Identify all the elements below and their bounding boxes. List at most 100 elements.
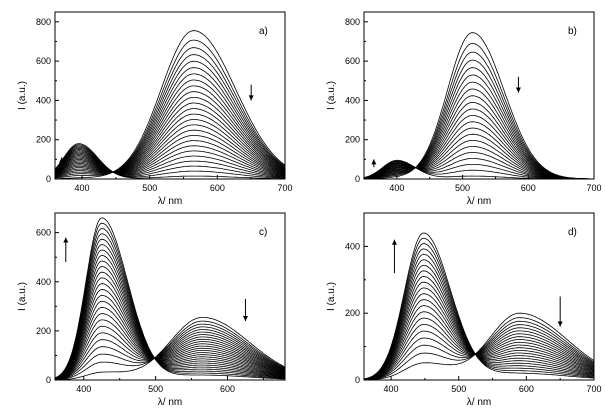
panel-a-y-ticks: 0 200 400 600 800 [36,17,59,184]
panel-c-x-ticks: 400 500 600 [76,376,264,394]
panel-d-series-line [364,317,594,380]
panel-a-series-line [55,145,285,177]
panel-a-series-line [55,119,285,174]
panel-d-x-tick-label: 400 [384,384,399,394]
panel-c-series-line [55,300,285,380]
panel-a-y-axis-title: I (a.u.) [17,81,28,110]
panel-b-arrows [371,76,521,168]
panel-c: 400 500 600 0 200 400 600 λ/ nm I (a.u.) c) [17,212,286,408]
panel-a-series-line [55,54,285,178]
panel-c-series-line [55,238,285,379]
panel-a-label: a) [259,26,268,37]
panel-a-series-line [55,147,285,178]
panel-a-series-line [55,91,285,175]
panel-b-series-line [364,51,594,179]
panel-a-x-axis-title: λ/ nm [158,196,182,207]
panel-d-y-tick-label: 200 [345,308,360,318]
panel-b-x-tick-label: 600 [521,183,536,193]
panel-c-series-line [55,320,285,380]
panel-c-x-tick-label: 600 [220,384,235,394]
panel-c-series-line [55,326,285,380]
panel-a-series-line [55,79,285,176]
panel-c-series-line [55,277,285,380]
panel-c-curves [55,217,285,380]
panel-c-series-line [55,249,285,379]
panel-d-frame [363,212,595,381]
panel-c-series-line [55,289,285,380]
panel-d-y-axis-title: I (a.u.) [326,282,337,311]
panel-c-arrows [63,237,248,322]
panel-b-x-tick-label: 700 [586,183,601,193]
panel-a-series-line [55,140,285,176]
panel-c-series-line [55,222,285,379]
panel-a-series-line [55,113,285,174]
panel-c-frame [54,212,286,381]
panel-c-y-ticks: 0 200 400 600 [36,228,59,385]
panel-b-arrow-up-head [371,159,377,165]
panel-b-y-axis-title: I (a.u.) [326,81,337,110]
panel-a-series-line [55,145,285,179]
panel-b-x-axis-title: λ/ nm [467,196,491,207]
panel-c-series-line [55,217,285,380]
panel-c-series-line [55,325,285,380]
panel-a-series-line [55,149,285,177]
panel-c-series-line [55,283,285,380]
panel-a-y-tick-label: 200 [36,135,51,145]
panel-b-y-tick-label: 0 [355,174,360,184]
panel-b-label: b) [568,26,577,37]
panel-a-series-line [55,67,285,177]
panel-d-x-tick-label: 600 [519,384,534,394]
panel-a-series-line [55,73,285,177]
panel-b-y-ticks: 0 200 400 600 800 [345,17,368,184]
panel-d-series-line [364,311,594,380]
panel-c-series-line [55,244,285,379]
panel-a-series-line [55,39,285,179]
panel-d-series-line [364,312,594,380]
panel-b-y-tick-label: 400 [345,95,360,105]
panel-a-series-line [55,143,285,179]
panel-d-y-tick-label: 400 [345,241,360,251]
panel-c-series-line [55,260,285,379]
panel-b-frame [363,11,595,180]
panel-a-series-line [55,47,285,178]
panel-d-series-line [364,232,594,380]
panel-d-y-tick-label: 0 [355,375,360,385]
panel-a-arrow-up-head [59,157,65,163]
panel-a-series-line [55,146,285,178]
panel-d-curves [364,232,594,380]
panel-b: 400 500 600 700 0 200 400 600 800 λ/ nm I (a.u.… [326,11,602,207]
panel-c-y-tick-label: 600 [36,228,51,238]
panel-c-series-line [55,255,285,379]
panel-a-series-line [55,97,285,175]
panel-a-series-line [55,60,285,178]
panel-a-y-tick-label: 800 [36,17,51,27]
panel-a-series-line [55,144,285,179]
panel-d-arrow-up-head [391,239,397,245]
panel-d-x-ticks: 400 500 600 700 [384,376,602,394]
panel-a-x-tick-label: 500 [142,183,157,193]
panel-a-series-line [55,102,285,175]
panel-c-series-line [55,294,285,380]
panel-d-label: d) [568,227,577,238]
panel-a-y-tick-label: 400 [36,95,51,105]
panel-d-arrow-down-head [557,321,563,327]
panel-c-series-line [55,319,285,380]
panel-c-arrow-down-head [242,316,248,322]
panel-a-x-tick-label: 400 [75,183,90,193]
panel-c-series-line [55,323,285,380]
panel-d-arrows [391,239,563,327]
panel-d-x-tick-label: 500 [451,384,466,394]
panel-a-frame [54,11,286,180]
panel-c-y-tick-label: 200 [36,326,51,336]
panel-a: 400 500 600 700 0 200 400 600 800 λ/ nm I (a.u.… [17,11,293,207]
panel-c-y-tick-label: 400 [36,277,51,287]
panel-b-x-tick-label: 400 [389,183,404,193]
panel-b-y-tick-label: 600 [345,56,360,66]
panel-a-series-line [55,124,285,175]
panel-d-x-tick-label: 700 [586,384,601,394]
panel-a-curves [55,30,285,179]
panel-a-x-tick-label: 600 [210,183,225,193]
panel-c-series-line [55,331,285,380]
panel-a-series-line [55,135,285,176]
